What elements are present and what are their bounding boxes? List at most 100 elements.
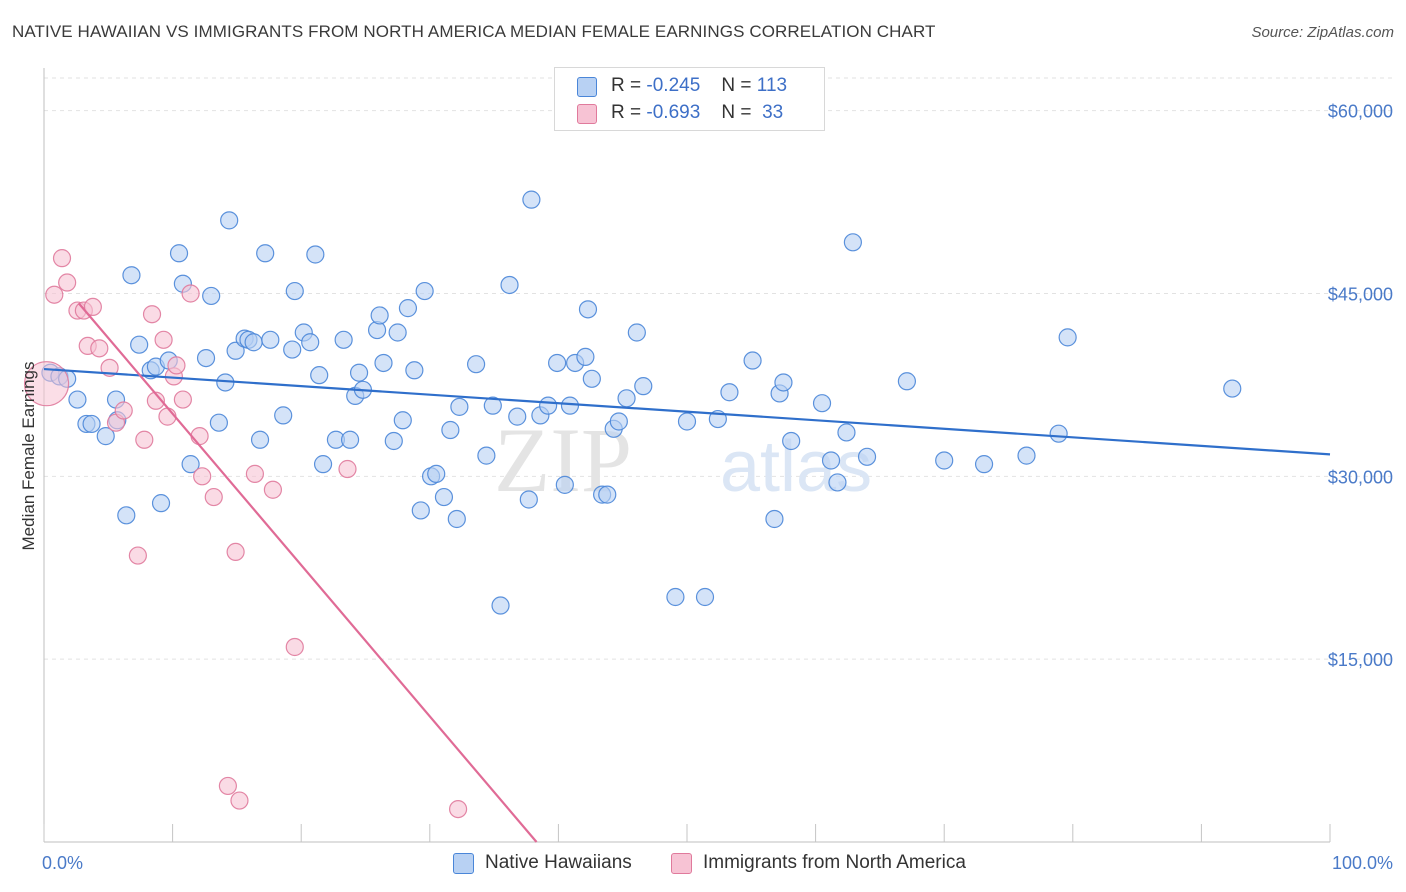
native-hawaiian-point (477, 446, 496, 465)
blue-swatch (453, 853, 474, 874)
native-hawaiian-point (151, 494, 171, 513)
pink-swatch (671, 853, 692, 874)
r-value: -0.693 (646, 102, 701, 123)
immigrant-point (135, 430, 154, 449)
source-label: Source: ZipAtlas.com (1251, 24, 1394, 41)
native-hawaiian-point (812, 394, 832, 413)
n-value: 113 (756, 75, 788, 96)
immigrant-point (230, 791, 249, 810)
immigrant-point (263, 480, 283, 499)
native-hawaiians-trend-line (43, 367, 1331, 456)
native-hawaiian-point (202, 286, 221, 306)
blue-swatch (577, 77, 597, 97)
native-hawaiian-point (519, 490, 538, 509)
r-value: -0.245 (646, 75, 701, 96)
y-tick-label: $45,000 (1328, 284, 1393, 304)
native-hawaiian-point (306, 245, 325, 264)
native-hawaiian-point (539, 396, 558, 415)
immigrants-trend-line (77, 302, 538, 843)
native-hawaiian-point (393, 411, 412, 430)
immigrant-point (23, 361, 70, 407)
native-hawaiian-point (821, 451, 841, 470)
native-hawaiian-point (405, 361, 424, 380)
native-hawaiian-point (411, 501, 430, 520)
tick-labels: $15,000 $30,000 $45,000 $60,000 0.0% 100.0% (42, 102, 1393, 873)
native-hawaiian-point (301, 333, 320, 352)
native-hawaiian-point (500, 275, 519, 295)
native-hawaiian-point (196, 348, 216, 368)
native-hawaiian-point (427, 464, 446, 483)
native-hawaiian-point (522, 190, 541, 209)
immigrant-point (90, 339, 109, 358)
native-hawaiian-point (974, 455, 994, 474)
immigrant-point (285, 637, 304, 657)
native-hawaiian-point (666, 587, 685, 607)
native-hawaiian-point (117, 506, 136, 525)
native-hawaiian-point (578, 300, 598, 319)
native-hawaiian-point (398, 299, 418, 318)
native-hawaiian-point (130, 335, 149, 354)
native-hawaiian-point (374, 353, 393, 373)
native-hawaiian-point (576, 347, 595, 366)
y-tick-label: $60,000 (1328, 102, 1393, 122)
native-hawaiian-point (310, 366, 329, 385)
chart-title: NATIVE HAWAIIAN VS IMMIGRANTS FROM NORTH… (12, 22, 936, 41)
native-hawaiian-point (68, 390, 87, 409)
native-hawaiian-point (765, 509, 784, 529)
native-hawaiian-point (169, 244, 189, 263)
native-hawaiian-point (283, 340, 302, 359)
native-hawaiian-point (334, 330, 353, 349)
y-tick-label: $30,000 (1328, 467, 1393, 487)
native-hawaiian-point (256, 244, 275, 263)
native-hawaiian-point (384, 431, 403, 451)
immigrant-point (226, 542, 245, 562)
y-axis-title: Median Female Earnings (19, 362, 38, 551)
native-hawaiian-point (220, 211, 239, 230)
immigrant-point (181, 284, 200, 303)
native-hawaiian-point (609, 412, 628, 431)
native-hawaiian-point (843, 233, 862, 252)
native-hawaiian-point (285, 281, 304, 301)
n-label: N = (721, 75, 752, 96)
native-hawaiian-point (209, 413, 228, 432)
immigrant-point (193, 467, 212, 486)
native-hawaiian-point (261, 330, 280, 349)
x-tick-label-min: 0.0% (42, 853, 83, 873)
immigrant-point (204, 487, 223, 507)
native-hawaiian-point (483, 396, 502, 415)
immigrant-point (114, 401, 133, 420)
native-hawaiian-point (634, 377, 653, 396)
native-hawaiian-point (897, 372, 917, 391)
immigrant-point (128, 546, 147, 565)
native-hawaiian-point (82, 414, 101, 434)
native-hawaiian-point (617, 389, 636, 408)
native-hawaiian-point (582, 369, 601, 388)
r-label: R = (611, 75, 642, 96)
native-hawaiians-points (41, 190, 1242, 615)
native-hawaiian-point (441, 420, 460, 440)
native-hawaiian-point (598, 485, 617, 504)
immigrant-point (142, 305, 162, 324)
native-hawaiian-point (743, 351, 762, 370)
immigrant-point (173, 390, 192, 409)
native-hawaiian-point (450, 397, 469, 416)
native-hawaiian-point (244, 333, 263, 352)
native-hawaiian-point (828, 473, 847, 492)
immigrant-point (448, 799, 468, 819)
native-hawaiian-point (340, 430, 360, 449)
immigrant-point (45, 285, 64, 304)
native-hawaiian-point (466, 355, 486, 374)
native-hawaiian-point (250, 430, 270, 449)
stats-legend: R = -0.245 N = 113 R = -0.693 N = 33 (554, 67, 825, 131)
native-hawaiian-point (181, 455, 200, 474)
axes (43, 68, 1331, 843)
native-hawaiian-point (782, 431, 801, 451)
immigrant-point (167, 356, 186, 375)
native-hawaiian-point (96, 427, 115, 446)
immigrant-point (218, 776, 237, 796)
native-hawaiian-point (837, 423, 856, 442)
native-hawaiian-point (388, 323, 407, 342)
native-hawaiian-point (935, 451, 954, 470)
native-hawaiian-point (1058, 328, 1077, 347)
